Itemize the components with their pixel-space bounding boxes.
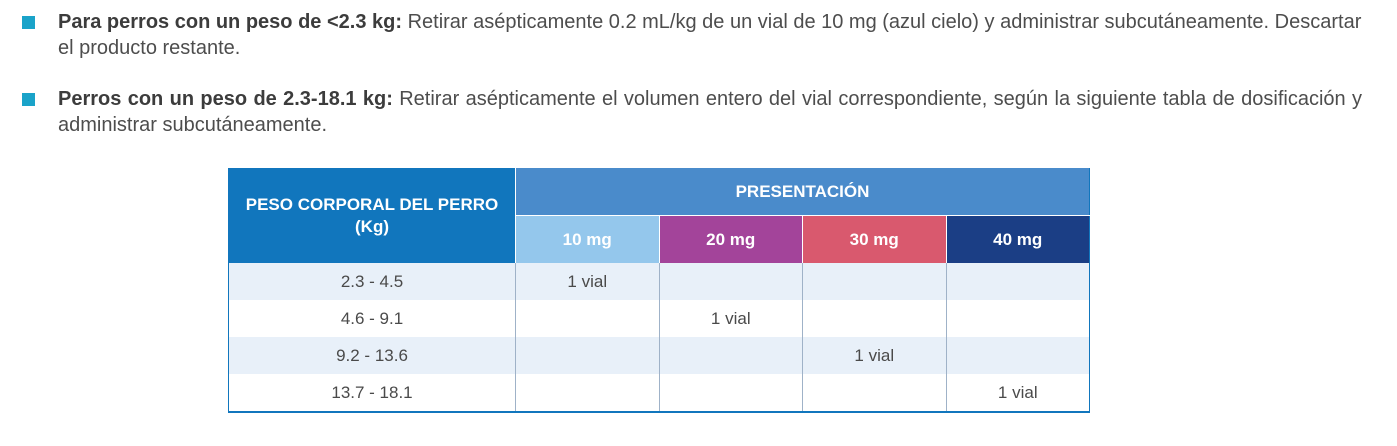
dose-cell [515,300,660,337]
dose-cell [946,337,1090,374]
paragraph-medium-dogs: Perros con un peso de 2.3-18.1 kg: Retir… [58,86,1362,138]
dose-cell: 1 vial [802,337,947,374]
dose-cell [659,337,803,374]
bullet-square-icon [22,93,35,106]
paragraph-text: Retirar asépticamente 0.2 mL/kg de un vi… [58,11,1362,59]
paragraph-bold-lead: Perros con un peso de 2.3-18.1 kg: [58,88,393,110]
dose-cell [515,337,660,374]
weight-cell: 13.7 - 18.1 [228,374,516,413]
header-20mg: 20 mg [659,215,803,263]
weight-cell: 2.3 - 4.5 [228,263,516,300]
table-row: 4.6 - 9.1 1 vial [228,300,1090,337]
table-row: 13.7 - 18.1 1 vial [228,374,1090,413]
dose-cell [659,374,803,413]
dose-cell: 1 vial [659,300,803,337]
paragraph-text: Retirar asépticamente el volumen entero … [58,88,1362,136]
header-40mg: 40 mg [946,215,1090,263]
dose-cell: 1 vial [946,374,1090,413]
table-row: 9.2 - 13.6 1 vial [228,337,1090,374]
paragraph-bold-lead: Para perros con un peso de <2.3 kg: [58,11,403,33]
dose-cell [515,374,660,413]
dose-cell [802,300,947,337]
paragraph-small-dogs: Para perros con un peso de <2.3 kg: Reti… [58,9,1362,61]
header-10mg: 10 mg [515,215,660,263]
weight-cell: 4.6 - 9.1 [228,300,516,337]
header-presentation: PRESENTACIÓN [515,168,1090,216]
header-30mg: 30 mg [802,215,947,263]
weight-cell: 9.2 - 13.6 [228,337,516,374]
header-body-weight: PESO CORPORAL DEL PERRO (Kg) [228,168,516,263]
dose-cell [946,300,1090,337]
table-row: 2.3 - 4.5 1 vial [228,263,1090,300]
bullet-square-icon [22,16,35,29]
dosing-table: PESO CORPORAL DEL PERRO (Kg) PRESENTACIÓ… [228,168,1090,413]
dose-cell [802,374,947,413]
dose-cell [659,263,803,300]
dose-cell [946,263,1090,300]
dose-cell: 1 vial [515,263,660,300]
dose-cell [802,263,947,300]
